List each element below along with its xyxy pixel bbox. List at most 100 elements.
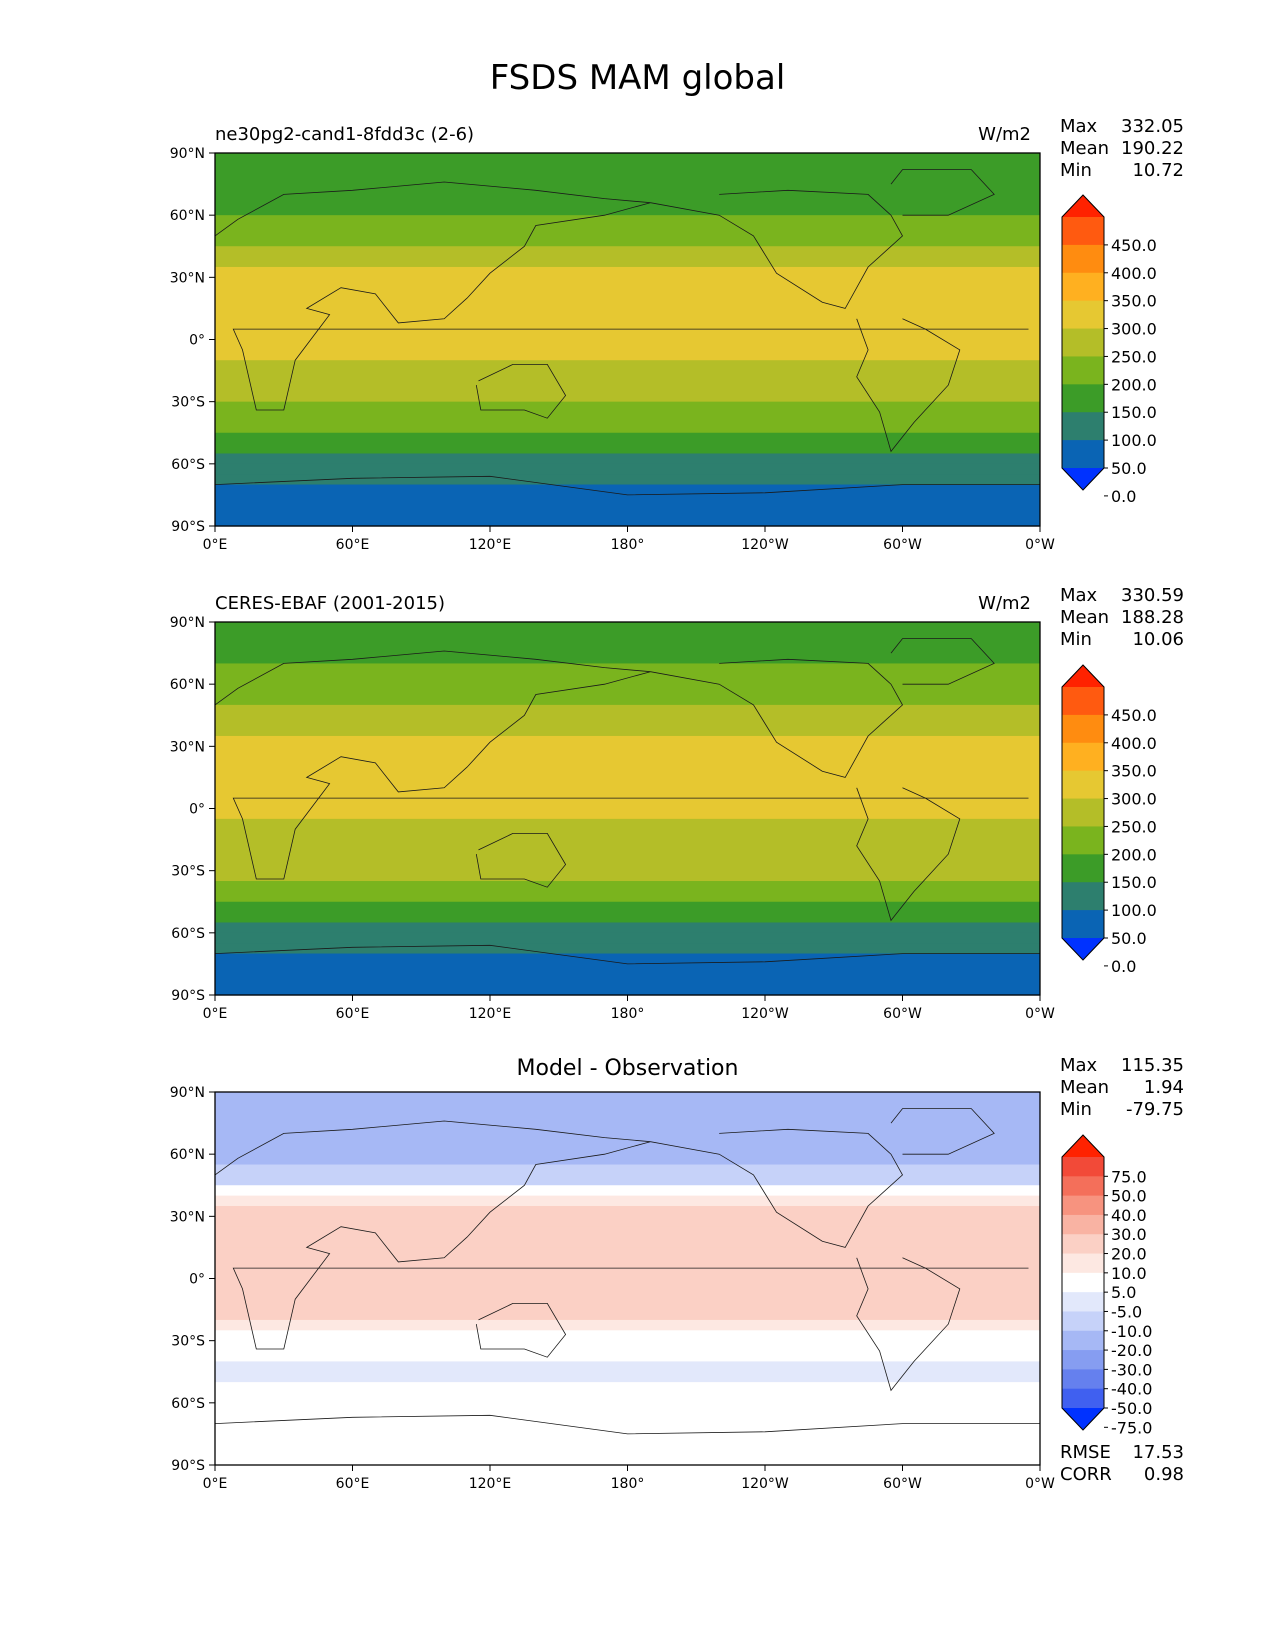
zonal-band: [215, 642, 1040, 654]
colorbar-swatch: [1062, 1234, 1104, 1255]
stat-value: 188.28: [1121, 607, 1184, 628]
lon-tick-label: 60°W: [883, 537, 922, 553]
colorbar-tick-label: 0.0: [1111, 957, 1136, 976]
zonal-band: [215, 1454, 1040, 1466]
stat-value: -79.75: [1125, 1099, 1184, 1120]
colorbar-tick-label: 350.0: [1111, 292, 1157, 311]
zonal-band: [215, 912, 1040, 924]
lat-tick-label: 30°N: [170, 1209, 205, 1225]
lon-tick-label: 0°E: [203, 1006, 228, 1022]
colorbar-swatch: [1062, 910, 1104, 939]
coastline: [475, 1303, 567, 1358]
colorbar-swatch: [1062, 244, 1104, 274]
colorbar-swatch: [1062, 1369, 1104, 1390]
colorbar-tick-label: 450.0: [1111, 236, 1157, 255]
zonal-band: [215, 277, 1040, 289]
lat-tick-label: 90°N: [170, 1085, 205, 1101]
lat-tick-label: 90°S: [171, 988, 205, 1004]
zonal-band: [215, 632, 1040, 644]
zonal-band: [215, 298, 1040, 310]
coastline: [890, 1108, 995, 1155]
colorbar-tick-label: 75.0: [1111, 1167, 1147, 1186]
zonal-band: [215, 1102, 1040, 1114]
zonal-band: [215, 1382, 1040, 1394]
zonal-band: [215, 673, 1040, 685]
stat-label: Max: [1060, 1055, 1098, 1076]
coastline: [214, 475, 1040, 496]
colorbar-tick-label: 50.0: [1111, 459, 1147, 478]
lat-tick-label: 90°S: [171, 519, 205, 535]
zonal-band: [215, 515, 1040, 527]
colorbar-tick-label: 150.0: [1111, 873, 1157, 892]
colorbar-tick-label: 250.0: [1111, 817, 1157, 836]
zonal-band: [215, 1278, 1040, 1290]
zonal-band: [215, 653, 1040, 665]
colorbar-swatch: [1062, 742, 1104, 772]
zonal-band: [215, 422, 1040, 434]
lon-tick-label: 60°E: [336, 1006, 370, 1022]
panel-1-units: W/m2: [978, 124, 1031, 145]
colorbar-tick-label: 200.0: [1111, 375, 1157, 394]
zonal-band: [215, 735, 1040, 747]
stat-value: 115.35: [1121, 1055, 1184, 1076]
lat-tick-label: 60°S: [171, 457, 205, 473]
colorbar-swatch: [1062, 356, 1104, 385]
zonal-band: [215, 412, 1040, 423]
zonal-band: [215, 173, 1040, 185]
stat-value: 332.05: [1121, 116, 1184, 137]
zonal-band: [215, 1309, 1040, 1321]
zonal-band: [215, 484, 1040, 496]
colorbar-tick-label: 10.0: [1111, 1264, 1147, 1283]
colorbar-tick-label: 200.0: [1111, 845, 1157, 864]
coastlines: [214, 169, 1040, 496]
colorbar-swatch: [1062, 1272, 1104, 1293]
zonal-band: [215, 505, 1040, 517]
colorbar-tick-label: -75.0: [1111, 1418, 1152, 1437]
zonal-band: [215, 1205, 1040, 1217]
zonal-band: [215, 494, 1040, 506]
zonal-band: [215, 1226, 1040, 1238]
zonal-band: [215, 453, 1040, 465]
zonal-band: [215, 380, 1040, 392]
zonal-band: [215, 798, 1040, 810]
stat-label: Mean: [1060, 138, 1110, 159]
colorbar-tick-label: 50.0: [1111, 1187, 1147, 1206]
lon-tick-label: 120°E: [469, 537, 512, 553]
colorbar-tick-label: 100.0: [1111, 431, 1157, 450]
coastline: [214, 181, 1029, 411]
zonal-band: [215, 246, 1040, 258]
lat-tick-label: 30°S: [171, 395, 205, 411]
coastline: [856, 318, 961, 453]
zonal-band: [215, 901, 1040, 913]
lat-tick-label: 30°N: [170, 270, 205, 286]
zonal-band: [215, 443, 1040, 455]
colorbar-swatch: [1062, 826, 1104, 855]
colorbar-swatch: [1062, 1195, 1104, 1216]
zonal-band: [215, 370, 1040, 382]
colorbar-tick-label: -20.0: [1111, 1341, 1152, 1360]
zonal-band: [215, 153, 1040, 164]
zonal-band: [215, 694, 1040, 706]
zonal-band: [215, 891, 1040, 903]
coastline: [475, 833, 567, 888]
zonal-band: [215, 391, 1040, 403]
lon-tick-label: 120°W: [741, 1476, 789, 1492]
zonal-band: [215, 870, 1040, 882]
stat-label: Min: [1060, 160, 1092, 181]
zonal-band: [215, 684, 1040, 696]
colorbar-tick-label: -5.0: [1111, 1302, 1142, 1321]
colorbar-swatch: [1062, 1214, 1104, 1235]
colorbar-extend-min: [1062, 1408, 1104, 1430]
zonal-band: [215, 756, 1040, 768]
figure-title: FSDS MAM global: [489, 58, 786, 98]
zonal-band: [215, 1299, 1040, 1311]
lon-tick-label: 120°E: [469, 1476, 512, 1492]
lon-tick-label: 60°E: [336, 537, 370, 553]
lon-tick-label: 120°W: [741, 1006, 789, 1022]
colorbar-tick-label: 100.0: [1111, 901, 1157, 920]
lat-tick-label: 90°S: [171, 1458, 205, 1474]
colorbar-swatch: [1062, 1176, 1104, 1197]
colorbar-swatch: [1062, 687, 1104, 716]
zonal-band: [215, 1351, 1040, 1362]
stat-label: Min: [1060, 1099, 1092, 1120]
